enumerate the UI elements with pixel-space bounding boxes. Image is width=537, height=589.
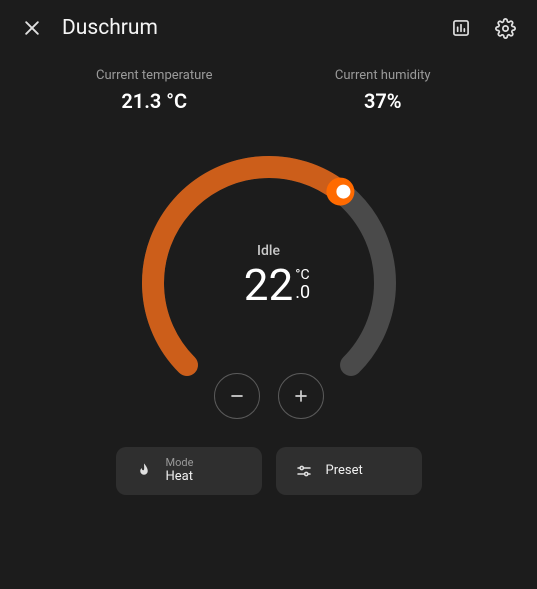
target-temperature: 22: [244, 263, 293, 307]
mode-button[interactable]: Mode Heat: [116, 447, 262, 495]
stat-value: 21.3 °C: [40, 89, 269, 113]
adjust-row: [214, 373, 324, 419]
pill-text: Mode Heat: [166, 457, 194, 485]
stat-value: 37%: [269, 89, 498, 113]
gear-icon[interactable]: [493, 16, 517, 40]
stat-label: Current temperature: [40, 68, 269, 83]
current-humidity: Current humidity 37%: [269, 68, 498, 113]
increase-button[interactable]: [278, 373, 324, 419]
stats-row: Current temperature 21.3 °C Current humi…: [0, 48, 537, 113]
mode-label: Mode: [166, 457, 194, 470]
target-unit: °C: [295, 267, 309, 283]
current-temperature: Current temperature 21.3 °C: [40, 68, 269, 113]
tune-icon: [294, 461, 314, 481]
preset-label: Preset: [326, 463, 363, 478]
target-decimal: .0: [295, 282, 310, 303]
preset-button[interactable]: Preset: [276, 447, 422, 495]
header: Duschrum: [0, 0, 537, 48]
mode-value: Heat: [166, 470, 194, 485]
dial-center: Idle 22 °C .0: [244, 243, 293, 307]
decrease-button[interactable]: [214, 373, 260, 419]
bottom-row: Mode Heat Preset: [0, 447, 537, 495]
hvac-status: Idle: [244, 243, 293, 259]
history-icon[interactable]: [449, 16, 473, 40]
stat-label: Current humidity: [269, 68, 498, 83]
flame-icon: [134, 461, 154, 481]
close-icon[interactable]: [20, 16, 44, 40]
thermostat-dial[interactable]: Idle 22 °C .0: [0, 123, 537, 443]
page-title: Duschrum: [62, 16, 429, 40]
